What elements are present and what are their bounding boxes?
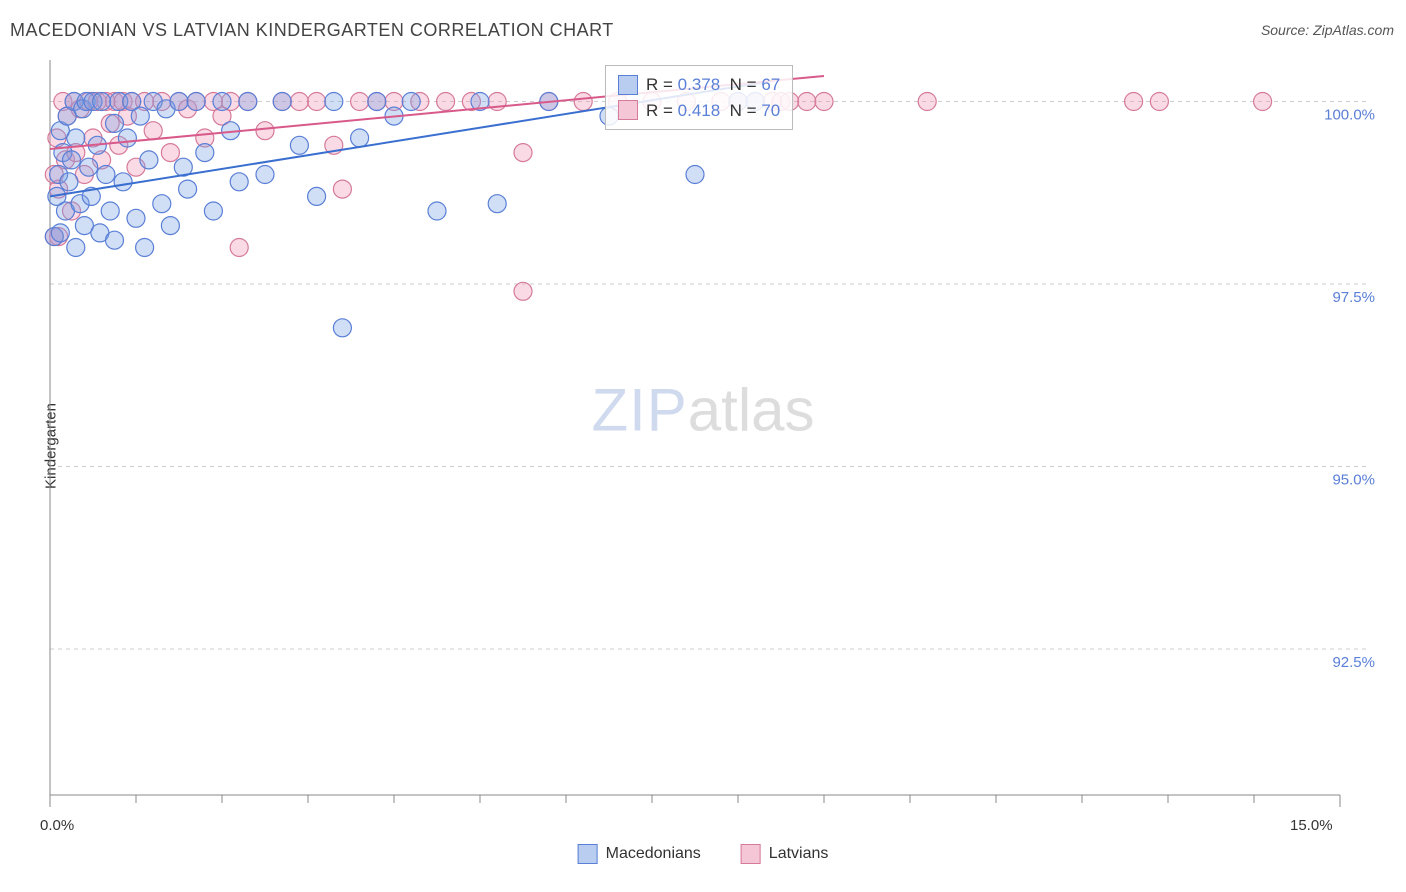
legend-item: Latvians bbox=[741, 844, 829, 864]
scatter-plot: 100.0% 97.5% 95.0% 92.5% bbox=[40, 55, 1380, 815]
data-point bbox=[230, 239, 248, 257]
data-point bbox=[93, 93, 111, 111]
data-point bbox=[127, 209, 145, 227]
y-tick-label: 100.0% bbox=[1324, 107, 1375, 124]
data-point bbox=[1254, 93, 1272, 111]
data-point bbox=[187, 93, 205, 111]
data-point bbox=[308, 187, 326, 205]
x-end-label: 15.0% bbox=[1290, 817, 1333, 834]
stat-text: R = 0.378 N = 67 bbox=[646, 72, 780, 98]
data-point bbox=[170, 93, 188, 111]
stat-row: R = 0.418 N = 70 bbox=[618, 98, 780, 124]
y-tick-label: 92.5% bbox=[1332, 654, 1375, 671]
data-point bbox=[351, 93, 369, 111]
swatch-icon bbox=[741, 844, 761, 864]
data-point bbox=[918, 93, 936, 111]
data-point bbox=[798, 93, 816, 111]
swatch-icon bbox=[618, 75, 638, 95]
data-point bbox=[290, 136, 308, 154]
y-tick-label: 97.5% bbox=[1332, 289, 1375, 306]
data-point bbox=[140, 151, 158, 169]
data-point bbox=[230, 173, 248, 191]
data-point bbox=[196, 144, 214, 162]
data-point bbox=[686, 166, 704, 184]
correlation-stats-box: R = 0.378 N = 67 R = 0.418 N = 70 bbox=[605, 65, 793, 130]
data-point bbox=[514, 282, 532, 300]
data-point bbox=[333, 180, 351, 198]
data-point bbox=[333, 319, 351, 337]
data-point bbox=[273, 93, 291, 111]
legend: Macedonians Latvians bbox=[578, 844, 829, 864]
data-point bbox=[488, 195, 506, 213]
chart-title: MACEDONIAN VS LATVIAN KINDERGARTEN CORRE… bbox=[10, 20, 614, 41]
legend-label: Macedonians bbox=[606, 845, 701, 863]
data-point bbox=[514, 144, 532, 162]
source-label: Source: ZipAtlas.com bbox=[1261, 22, 1394, 38]
data-point bbox=[574, 93, 592, 111]
y-tick-label: 95.0% bbox=[1332, 472, 1375, 489]
data-point bbox=[51, 224, 69, 242]
data-point bbox=[351, 129, 369, 147]
swatch-icon bbox=[578, 844, 598, 864]
data-point bbox=[60, 173, 78, 191]
data-point bbox=[144, 122, 162, 140]
x-end-label: 0.0% bbox=[40, 817, 74, 834]
data-point bbox=[256, 166, 274, 184]
data-point bbox=[80, 158, 98, 176]
data-point bbox=[308, 93, 326, 111]
data-point bbox=[368, 93, 386, 111]
data-point bbox=[239, 93, 257, 111]
data-point bbox=[114, 173, 132, 191]
data-point bbox=[131, 107, 149, 125]
data-point bbox=[402, 93, 420, 111]
data-point bbox=[179, 180, 197, 198]
data-point bbox=[67, 239, 85, 257]
stat-text: R = 0.418 N = 70 bbox=[646, 98, 780, 124]
data-point bbox=[161, 144, 179, 162]
data-point bbox=[153, 195, 171, 213]
swatch-icon bbox=[618, 100, 638, 120]
data-point bbox=[101, 202, 119, 220]
data-point bbox=[136, 239, 154, 257]
data-point bbox=[106, 114, 124, 132]
data-point bbox=[97, 166, 115, 184]
stat-row: R = 0.378 N = 67 bbox=[618, 72, 780, 98]
data-point bbox=[325, 93, 343, 111]
data-point bbox=[428, 202, 446, 220]
data-point bbox=[213, 93, 231, 111]
data-point bbox=[1150, 93, 1168, 111]
data-point bbox=[106, 231, 124, 249]
data-point bbox=[161, 217, 179, 235]
data-point bbox=[815, 93, 833, 111]
legend-label: Latvians bbox=[769, 845, 829, 863]
data-point bbox=[1125, 93, 1143, 111]
data-point bbox=[63, 151, 81, 169]
data-point bbox=[67, 129, 85, 147]
data-point bbox=[290, 93, 308, 111]
data-point bbox=[437, 93, 455, 111]
data-point bbox=[204, 202, 222, 220]
data-point bbox=[118, 129, 136, 147]
legend-item: Macedonians bbox=[578, 844, 701, 864]
data-point bbox=[256, 122, 274, 140]
